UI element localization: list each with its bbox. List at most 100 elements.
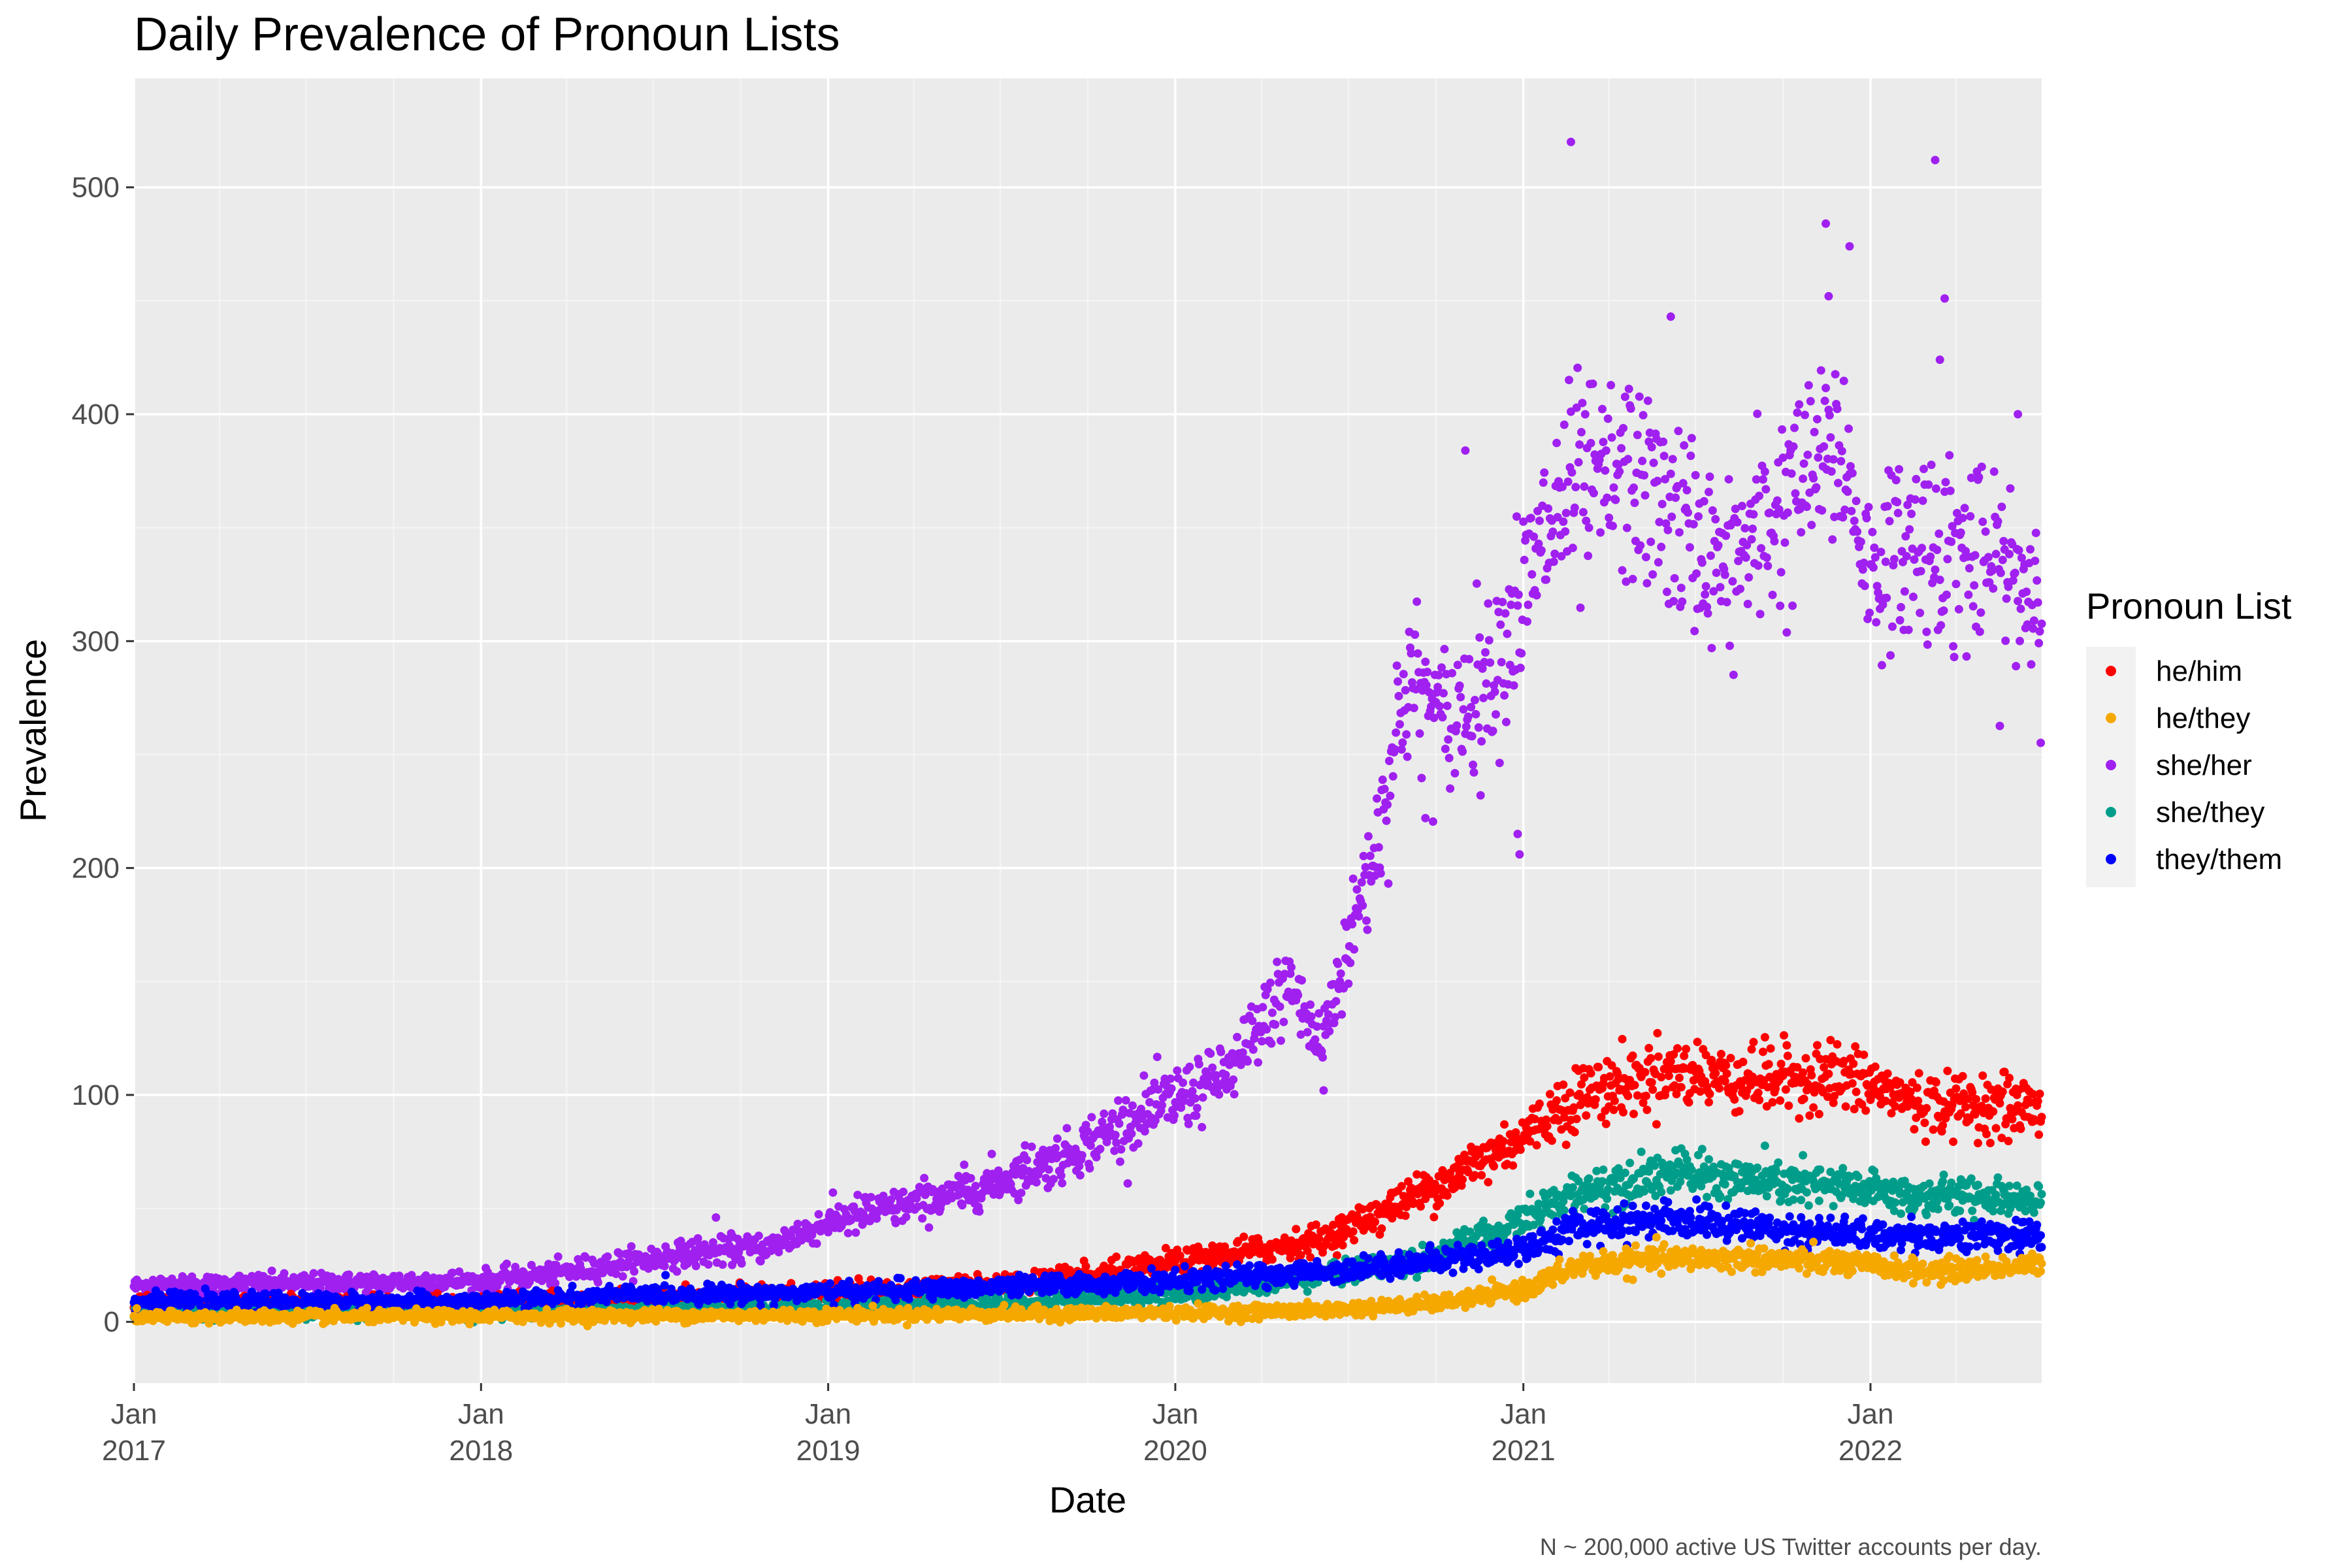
data-point bbox=[1697, 558, 1707, 567]
data-point bbox=[2017, 553, 2026, 563]
data-point bbox=[814, 1210, 823, 1219]
data-point bbox=[309, 1269, 318, 1278]
data-point bbox=[1348, 874, 1358, 883]
data-point bbox=[1561, 508, 1571, 517]
data-point bbox=[704, 1260, 713, 1269]
data-point bbox=[1958, 514, 1967, 523]
data-point bbox=[1876, 547, 1886, 557]
data-point bbox=[1989, 467, 1999, 476]
data-point bbox=[1816, 366, 1825, 375]
data-point bbox=[1594, 1062, 1603, 1071]
data-point bbox=[1446, 784, 1455, 793]
data-point bbox=[1248, 1017, 1257, 1026]
data-point bbox=[1337, 1010, 1347, 1019]
data-point bbox=[1948, 521, 1957, 531]
data-point bbox=[1501, 609, 1510, 618]
data-point bbox=[1810, 427, 1819, 436]
data-point bbox=[1145, 1098, 1154, 1107]
data-point bbox=[1498, 597, 1507, 606]
data-point bbox=[1527, 570, 1537, 579]
data-point bbox=[1545, 1090, 1554, 1099]
data-point bbox=[1790, 423, 1799, 433]
data-point bbox=[1609, 1105, 1618, 1115]
data-point bbox=[1394, 691, 1403, 700]
data-point bbox=[1654, 558, 1663, 567]
data-point-outlier bbox=[2014, 410, 2023, 419]
data-point bbox=[603, 1252, 612, 1261]
data-point bbox=[1622, 577, 1631, 586]
data-point bbox=[1169, 1111, 1179, 1120]
data-point bbox=[1257, 1037, 1266, 1046]
data-point bbox=[843, 1228, 853, 1237]
data-point bbox=[1497, 657, 1506, 666]
data-point bbox=[1722, 1069, 1731, 1078]
data-point bbox=[1532, 1141, 1541, 1150]
data-point bbox=[1989, 584, 1998, 593]
data-point bbox=[1715, 1084, 1724, 1093]
data-point bbox=[1150, 1078, 1159, 1087]
data-point bbox=[1870, 553, 1880, 562]
data-point bbox=[1912, 474, 1921, 483]
data-point bbox=[1639, 411, 1648, 420]
data-point bbox=[1239, 1232, 1249, 1241]
data-point bbox=[1230, 1090, 1239, 1099]
data-point bbox=[1799, 1068, 1808, 1077]
data-point bbox=[1806, 397, 1815, 406]
data-point bbox=[1856, 537, 1865, 546]
data-point bbox=[1782, 1041, 1791, 1050]
data-point bbox=[1931, 565, 1940, 574]
data-point bbox=[1772, 496, 1782, 505]
data-point bbox=[1463, 712, 1473, 721]
data-point bbox=[1671, 493, 1680, 502]
data-point bbox=[1435, 702, 1445, 711]
data-point bbox=[824, 1228, 833, 1237]
data-point bbox=[1676, 583, 1686, 593]
data-point bbox=[1653, 1028, 1662, 1037]
data-point bbox=[1529, 532, 1539, 541]
grid-minor bbox=[134, 78, 2042, 1383]
data-point bbox=[1763, 561, 1772, 570]
data-point bbox=[1760, 467, 1769, 476]
data-point bbox=[1805, 1111, 1814, 1120]
data-point bbox=[1552, 1096, 1561, 1105]
data-point bbox=[872, 1214, 881, 1223]
data-point bbox=[1661, 475, 1670, 484]
data-point-outlier bbox=[1824, 291, 1833, 301]
data-point bbox=[1870, 1062, 1880, 1071]
data-point-outlier bbox=[1940, 294, 1950, 303]
data-point bbox=[1941, 478, 1950, 487]
data-point bbox=[1535, 516, 1544, 525]
data-point bbox=[1325, 1026, 1334, 1036]
data-point bbox=[2031, 529, 2040, 538]
data-point bbox=[1507, 600, 1516, 610]
data-point bbox=[1565, 376, 1574, 385]
data-point bbox=[691, 1262, 700, 1271]
data-point bbox=[1134, 1139, 1143, 1148]
data-point bbox=[1184, 1119, 1193, 1128]
data-point bbox=[1935, 576, 1944, 585]
data-point bbox=[1982, 1130, 1991, 1139]
data-point bbox=[1825, 411, 1834, 420]
data-point bbox=[1279, 1017, 1288, 1026]
data-point bbox=[1776, 1060, 1786, 1069]
data-point bbox=[1647, 1078, 1656, 1087]
data-point bbox=[1331, 996, 1341, 1005]
data-point bbox=[1877, 661, 1886, 670]
data-point bbox=[2037, 619, 2046, 629]
data-point bbox=[2001, 636, 2010, 645]
data-point bbox=[1262, 1025, 1271, 1034]
data-point bbox=[1307, 1012, 1316, 1021]
data-point bbox=[996, 1188, 1005, 1197]
data-point bbox=[1292, 1224, 1301, 1233]
data-point bbox=[1249, 1045, 1258, 1054]
data-point bbox=[1788, 601, 1797, 610]
data-point bbox=[1238, 1048, 1247, 1057]
data-point bbox=[1303, 1028, 1312, 1037]
data-point bbox=[1872, 581, 1882, 591]
data-point bbox=[1730, 1095, 1739, 1104]
data-point bbox=[1607, 433, 1616, 442]
data-point bbox=[1803, 450, 1812, 459]
data-point bbox=[1495, 759, 1504, 768]
data-point bbox=[693, 1233, 702, 1243]
data-point bbox=[1398, 738, 1407, 747]
